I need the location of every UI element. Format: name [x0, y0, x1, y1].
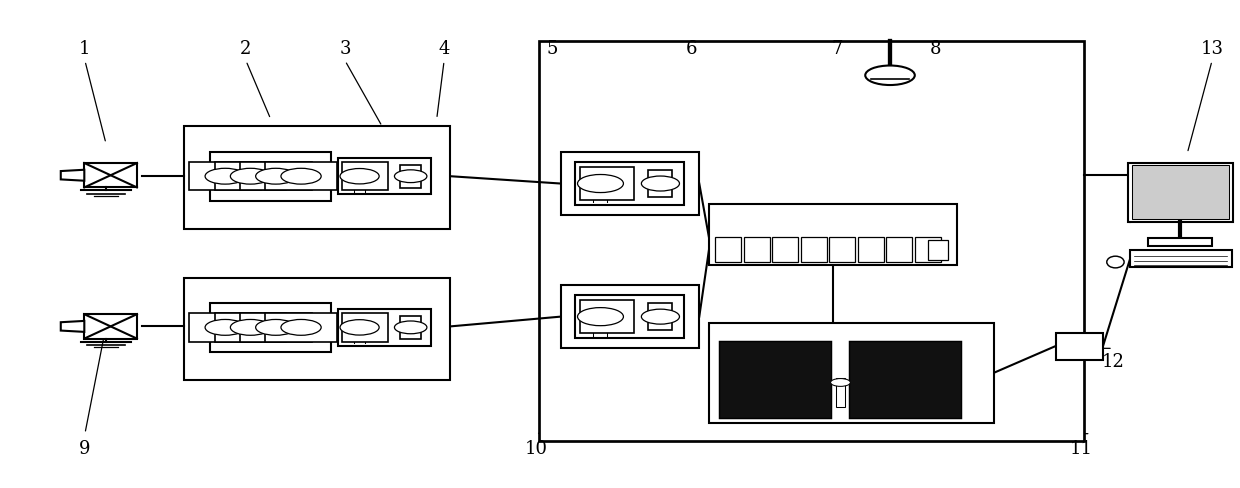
- Text: 11: 11: [1069, 439, 1092, 457]
- Circle shape: [641, 177, 680, 192]
- Bar: [560, 153, 699, 216]
- Bar: [1148, 238, 1211, 247]
- Bar: [830, 237, 856, 263]
- Bar: [649, 171, 672, 198]
- Text: 7: 7: [831, 41, 842, 59]
- Circle shape: [205, 169, 246, 185]
- Bar: [215, 163, 286, 191]
- Bar: [339, 309, 432, 346]
- Bar: [580, 167, 635, 201]
- Bar: [239, 314, 311, 342]
- Text: 12: 12: [1101, 352, 1125, 370]
- Bar: [1056, 333, 1104, 360]
- Bar: [858, 237, 884, 263]
- Polygon shape: [61, 170, 84, 182]
- Circle shape: [255, 320, 296, 336]
- Text: 8: 8: [930, 41, 941, 59]
- Bar: [401, 316, 420, 339]
- Text: 1: 1: [79, 41, 91, 59]
- Bar: [84, 163, 136, 188]
- Circle shape: [394, 321, 427, 334]
- Text: 9: 9: [79, 439, 91, 457]
- Text: 2: 2: [241, 41, 252, 59]
- Bar: [342, 163, 388, 191]
- Circle shape: [340, 320, 379, 335]
- Bar: [575, 163, 684, 205]
- Bar: [1132, 166, 1229, 220]
- Bar: [184, 127, 450, 229]
- Circle shape: [205, 320, 246, 336]
- Bar: [715, 237, 742, 263]
- Text: 13: 13: [1200, 41, 1224, 59]
- Bar: [575, 296, 684, 338]
- Text: 3: 3: [340, 41, 351, 59]
- Circle shape: [831, 379, 851, 386]
- Circle shape: [578, 175, 624, 193]
- Bar: [342, 313, 388, 342]
- Bar: [580, 300, 635, 334]
- Bar: [1131, 250, 1231, 267]
- Bar: [887, 237, 913, 263]
- Bar: [265, 314, 337, 342]
- Bar: [215, 314, 286, 342]
- Bar: [801, 237, 827, 263]
- Circle shape: [231, 320, 270, 336]
- Bar: [836, 378, 846, 407]
- Ellipse shape: [1107, 257, 1125, 268]
- Bar: [239, 163, 311, 191]
- Bar: [210, 304, 331, 352]
- Bar: [1128, 163, 1233, 222]
- Bar: [719, 341, 831, 418]
- Bar: [190, 314, 262, 342]
- Circle shape: [281, 169, 321, 185]
- Circle shape: [231, 169, 270, 185]
- Circle shape: [255, 169, 296, 185]
- Bar: [560, 285, 699, 348]
- Text: 5: 5: [546, 41, 558, 59]
- Bar: [190, 163, 262, 191]
- Bar: [339, 159, 432, 195]
- Text: 4: 4: [439, 41, 450, 59]
- Bar: [84, 315, 136, 339]
- Bar: [744, 237, 770, 263]
- Bar: [401, 165, 420, 188]
- Bar: [265, 163, 337, 191]
- Text: 6: 6: [686, 41, 698, 59]
- Bar: [210, 153, 331, 201]
- Bar: [709, 324, 994, 423]
- Text: 10: 10: [525, 439, 547, 457]
- Bar: [929, 241, 949, 260]
- Bar: [773, 237, 799, 263]
- Bar: [184, 278, 450, 380]
- Bar: [849, 341, 961, 418]
- Bar: [915, 237, 941, 263]
- Bar: [709, 205, 957, 266]
- Bar: [649, 304, 672, 330]
- Polygon shape: [61, 321, 84, 332]
- Circle shape: [281, 320, 321, 336]
- Bar: [539, 42, 1085, 441]
- Circle shape: [866, 66, 915, 86]
- Circle shape: [340, 169, 379, 184]
- Circle shape: [641, 309, 680, 325]
- Circle shape: [578, 308, 624, 326]
- Circle shape: [394, 170, 427, 183]
